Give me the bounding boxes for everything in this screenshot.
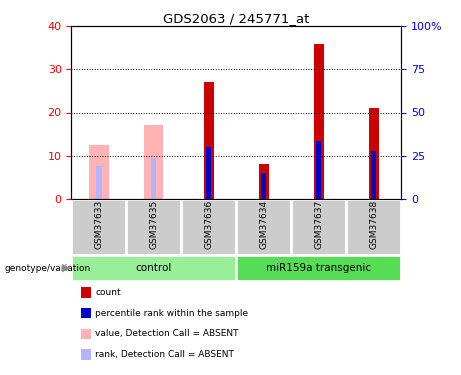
- Bar: [369, 108, 378, 199]
- Text: ▶: ▶: [62, 263, 71, 273]
- Bar: [151, 158, 156, 199]
- Bar: [126, 199, 181, 255]
- Text: rank, Detection Call = ABSENT: rank, Detection Call = ABSENT: [95, 350, 234, 359]
- Bar: [207, 147, 211, 199]
- Bar: [236, 255, 401, 281]
- Bar: [371, 151, 376, 199]
- Text: GSM37633: GSM37633: [95, 200, 103, 249]
- Bar: [346, 199, 401, 255]
- Text: count: count: [95, 288, 121, 297]
- Bar: [181, 199, 236, 255]
- Text: GSM37635: GSM37635: [149, 200, 159, 249]
- Text: miR159a transgenic: miR159a transgenic: [266, 263, 371, 273]
- Bar: [204, 82, 214, 199]
- Text: value, Detection Call = ABSENT: value, Detection Call = ABSENT: [95, 329, 239, 338]
- Title: GDS2063 / 245771_at: GDS2063 / 245771_at: [163, 12, 309, 25]
- Bar: [144, 125, 164, 199]
- Bar: [89, 145, 108, 199]
- Bar: [71, 199, 126, 255]
- Text: genotype/variation: genotype/variation: [5, 264, 91, 273]
- Bar: [71, 255, 236, 281]
- Bar: [259, 164, 269, 199]
- Text: GSM37636: GSM37636: [204, 200, 213, 249]
- Text: control: control: [136, 263, 172, 273]
- Text: GSM37634: GSM37634: [259, 200, 268, 249]
- Text: percentile rank within the sample: percentile rank within the sample: [95, 309, 248, 318]
- Bar: [261, 173, 266, 199]
- Bar: [96, 166, 101, 199]
- Bar: [236, 199, 291, 255]
- Bar: [314, 44, 324, 199]
- Bar: [316, 141, 321, 199]
- Text: GSM37638: GSM37638: [369, 200, 378, 249]
- Bar: [291, 199, 346, 255]
- Text: GSM37637: GSM37637: [314, 200, 323, 249]
